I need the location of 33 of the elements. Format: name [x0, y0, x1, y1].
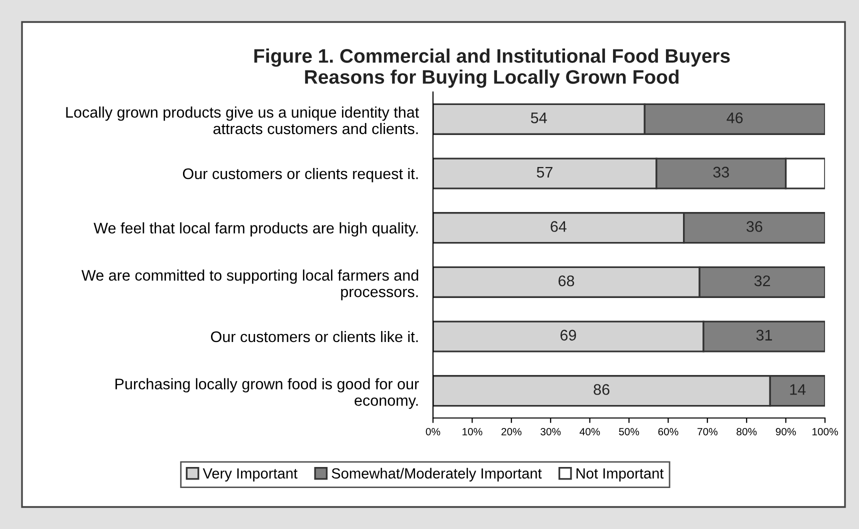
data-label: 31 — [756, 330, 772, 341]
x-tick-label: 40% — [580, 428, 600, 436]
legend-label: Somewhat/Moderately Important — [332, 468, 542, 482]
y-tick-label: We are committed to supporting local farmers and processors. — [82, 270, 418, 300]
data-label: 64 — [550, 221, 566, 232]
x-tick-label: 100% — [812, 428, 838, 436]
x-tick-label: 30% — [540, 428, 561, 436]
data-label: 86 — [594, 384, 610, 395]
x-tick-label: 90% — [776, 428, 796, 436]
data-label: 68 — [558, 275, 574, 286]
data-label: 46 — [726, 112, 743, 124]
x-tick-label: 10% — [462, 428, 482, 436]
legend-label: Not Important — [576, 468, 664, 482]
y-tick-label: Purchasing locally grown food is good for our economy. — [116, 378, 419, 409]
data-label: 69 — [560, 330, 576, 341]
data-label: 14 — [790, 384, 806, 395]
chart-title: Figure 1. Commercial and Institutional Food Buyers Reasons for Buying Locally Grown Food — [254, 48, 730, 88]
legend-label: Very Important — [202, 468, 298, 482]
data-label: 57 — [536, 166, 552, 178]
x-tick-label: 0% — [426, 428, 440, 436]
data-label: 54 — [530, 112, 547, 124]
x-tick-label: 60% — [658, 428, 678, 436]
y-tick-label: Locally grown products give us a unique identity that attracts customers and clients. — [66, 106, 420, 134]
y-tick-label: Our customers or clients like it. — [210, 330, 418, 342]
data-label: 33 — [713, 166, 729, 178]
x-tick-label: 50% — [618, 428, 640, 436]
data-label: 36 — [746, 221, 762, 232]
y-tick-label: Our customers or clients request it. — [182, 168, 418, 182]
data-label: 32 — [754, 275, 770, 286]
x-tick-label: 80% — [736, 428, 757, 436]
x-tick-label: 20% — [502, 428, 522, 436]
x-tick-label: 70% — [698, 428, 718, 436]
y-tick-label: We feel that local farm products are high quality. — [94, 222, 418, 237]
